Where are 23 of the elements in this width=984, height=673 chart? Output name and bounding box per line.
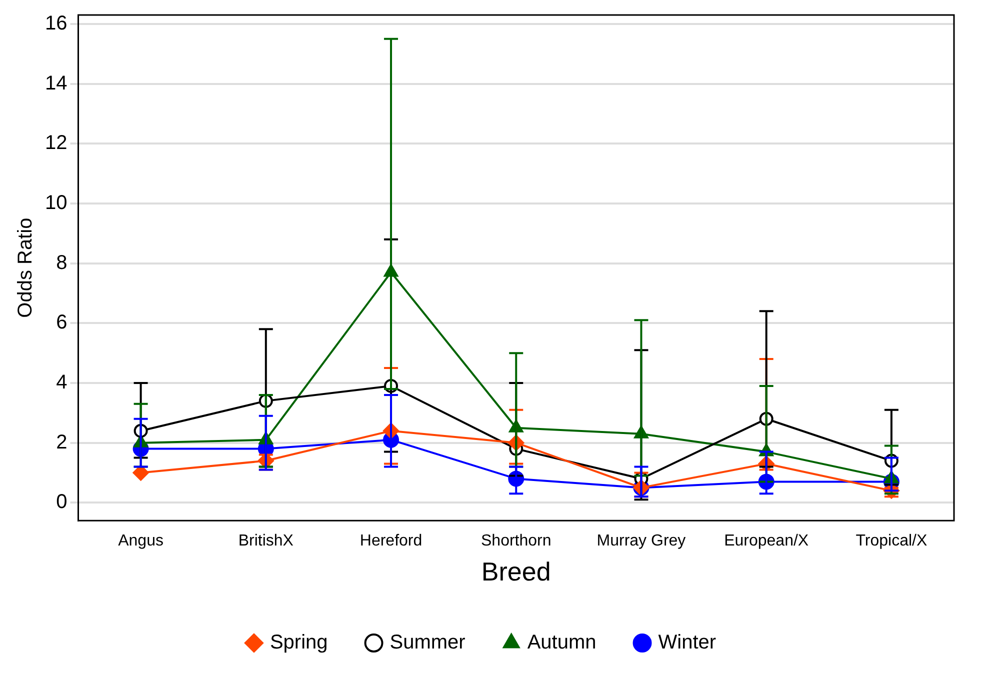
x-axis-title: Breed [481, 556, 551, 587]
legend-label: Summer [390, 632, 466, 654]
x-tick-label: Tropical/X [856, 532, 928, 550]
y-axis-title: Odds Ratio [14, 218, 37, 318]
y-tick-label: 16 [44, 12, 68, 34]
y-tick-label: 2 [56, 431, 68, 454]
legend-label: Autumn [527, 632, 596, 654]
y-tick-label: 4 [56, 371, 68, 394]
x-tick-label: European/X [724, 532, 809, 550]
x-tick-label: Angus [118, 532, 164, 550]
x-tick-label: Hereford [360, 532, 422, 550]
y-tick-label: 6 [56, 312, 68, 334]
x-tick-label: Shorthorn [480, 532, 552, 550]
legend-label: Winter [658, 632, 716, 654]
y-tick-label: 14 [44, 72, 68, 94]
y-tick-label: 8 [56, 252, 68, 274]
y-tick-label: 10 [44, 192, 68, 214]
x-tick-label: BritishX [238, 532, 294, 550]
y-tick-label: 12 [44, 132, 68, 154]
y-tick-label: 0 [56, 491, 68, 514]
x-tick-label: Murray Grey [596, 532, 686, 550]
legend-label: Spring [270, 632, 328, 654]
point [132, 464, 149, 481]
